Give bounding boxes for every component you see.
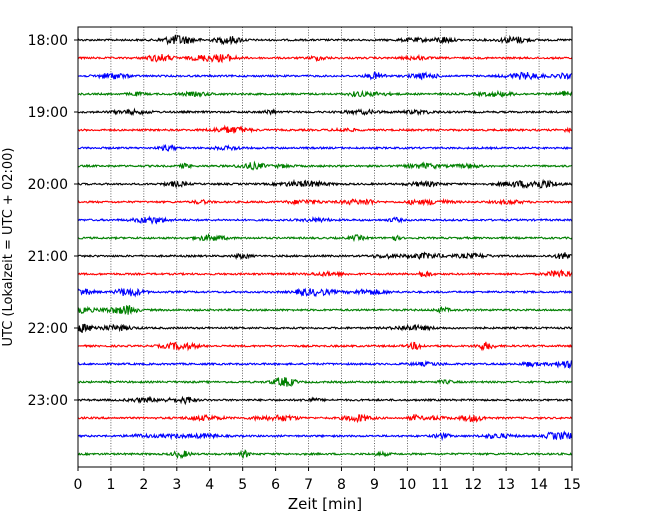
x-tick-label: 11 [431, 477, 449, 493]
trace-2015 [77, 197, 573, 207]
grid-lines [110, 27, 540, 467]
x-tick-label: 12 [464, 477, 482, 493]
trace-2315 [77, 413, 573, 424]
trace-2345 [77, 449, 573, 460]
x-tick-label: 5 [238, 477, 247, 493]
trace-2030 [77, 215, 573, 225]
trace-2130 [77, 287, 573, 298]
trace-1845 [77, 89, 573, 98]
trace-2300 [77, 395, 573, 406]
trace-2200 [77, 323, 573, 334]
x-tick-label: 4 [205, 477, 214, 493]
trace-2245 [77, 377, 573, 387]
y-tick-label: 18:00 [28, 33, 68, 49]
trace-1900 [77, 107, 573, 117]
y-tick-label: 21:00 [28, 249, 68, 265]
trace-1945 [77, 160, 573, 171]
trace-2215 [77, 341, 573, 352]
y-axis: 18:00 19:00 20:00 21:00 22:00 23:00 [28, 33, 78, 409]
trace-1800 [77, 34, 573, 46]
y-tick-label: 23:00 [28, 393, 68, 409]
trace-2230 [77, 359, 573, 370]
x-tick-label: 1 [106, 477, 115, 493]
x-tick-label: 13 [497, 477, 515, 493]
trace-2330 [77, 430, 573, 442]
x-tick-label: 10 [398, 477, 416, 493]
x-tick-label: 3 [172, 477, 181, 493]
x-tick-label: 2 [139, 477, 148, 493]
x-tick-label: 14 [530, 477, 548, 493]
y-tick-label: 19:00 [28, 105, 68, 121]
x-tick-label: 7 [304, 477, 313, 493]
trace-2000 [77, 178, 573, 189]
trace-1815 [77, 53, 573, 64]
y-tick-label: 22:00 [28, 321, 68, 337]
x-tick-label: 15 [563, 477, 581, 493]
trace-1915 [77, 124, 573, 134]
trace-1830 [77, 71, 573, 81]
x-axis: 0 1 2 3 4 5 6 7 8 9 10 11 12 13 14 15 [74, 467, 581, 493]
y-axis-title: UTC (Lokalzeit = UTC + 02:00) [1, 148, 16, 347]
x-axis-title: Zeit [min] [288, 495, 362, 513]
y-tick-label: 20:00 [28, 177, 68, 193]
x-tick-label: 0 [74, 477, 83, 493]
trace-2100 [77, 251, 573, 260]
trace-1930 [77, 143, 573, 152]
plot-frame [77, 26, 573, 468]
x-tick-label: 8 [337, 477, 346, 493]
trace-2115 [77, 269, 573, 279]
x-tick-label: 6 [271, 477, 280, 493]
trace-group [77, 34, 573, 460]
trace-2145 [77, 304, 573, 315]
x-tick-label: 9 [370, 477, 379, 493]
trace-2045 [77, 232, 573, 243]
